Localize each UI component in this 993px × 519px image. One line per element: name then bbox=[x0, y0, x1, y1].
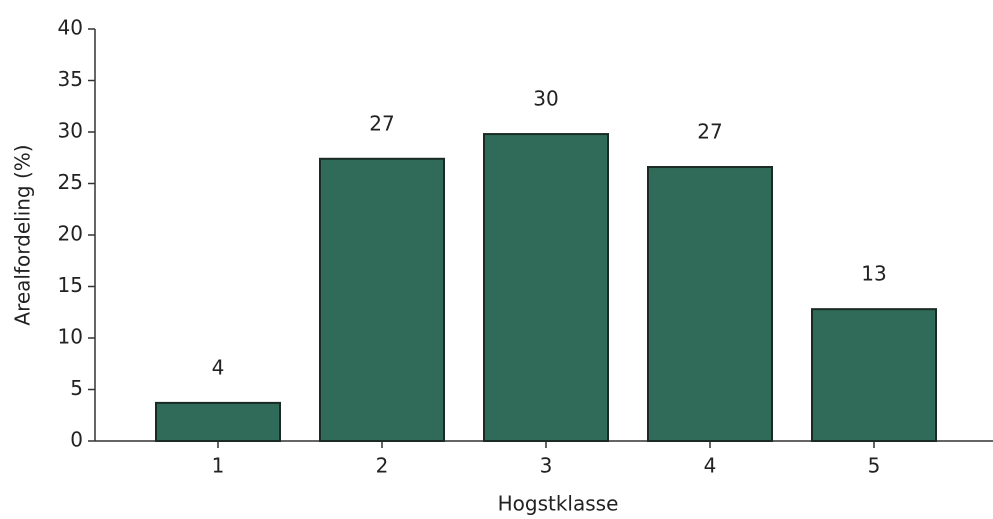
x-tick-label: 1 bbox=[212, 454, 225, 478]
x-tick-label: 3 bbox=[540, 454, 553, 478]
y-tick-label: 20 bbox=[58, 222, 83, 246]
y-tick-label: 35 bbox=[58, 67, 83, 91]
value-label: 4 bbox=[212, 355, 225, 379]
y-tick-label: 5 bbox=[70, 376, 83, 400]
value-label: 30 bbox=[533, 87, 558, 111]
bar bbox=[483, 133, 609, 442]
y-tick-label: 0 bbox=[70, 428, 83, 452]
y-tick-label: 10 bbox=[58, 325, 83, 349]
value-label: 27 bbox=[369, 111, 394, 135]
bar bbox=[811, 308, 937, 442]
y-axis-label: Arealfordeling (%) bbox=[11, 144, 35, 325]
y-tick-label: 30 bbox=[58, 119, 83, 143]
y-tick-label: 25 bbox=[58, 170, 83, 194]
x-tick-label: 5 bbox=[868, 454, 881, 478]
y-tick-label: 15 bbox=[58, 273, 83, 297]
value-label: 27 bbox=[697, 120, 722, 144]
bar bbox=[319, 157, 445, 442]
bar bbox=[647, 166, 773, 443]
x-axis-label: Hogstklasse bbox=[498, 492, 619, 516]
x-tick-label: 4 bbox=[704, 454, 717, 478]
x-tick-label: 2 bbox=[376, 454, 389, 478]
value-label: 13 bbox=[861, 262, 886, 286]
bar bbox=[155, 401, 281, 443]
y-tick-label: 40 bbox=[58, 16, 83, 40]
